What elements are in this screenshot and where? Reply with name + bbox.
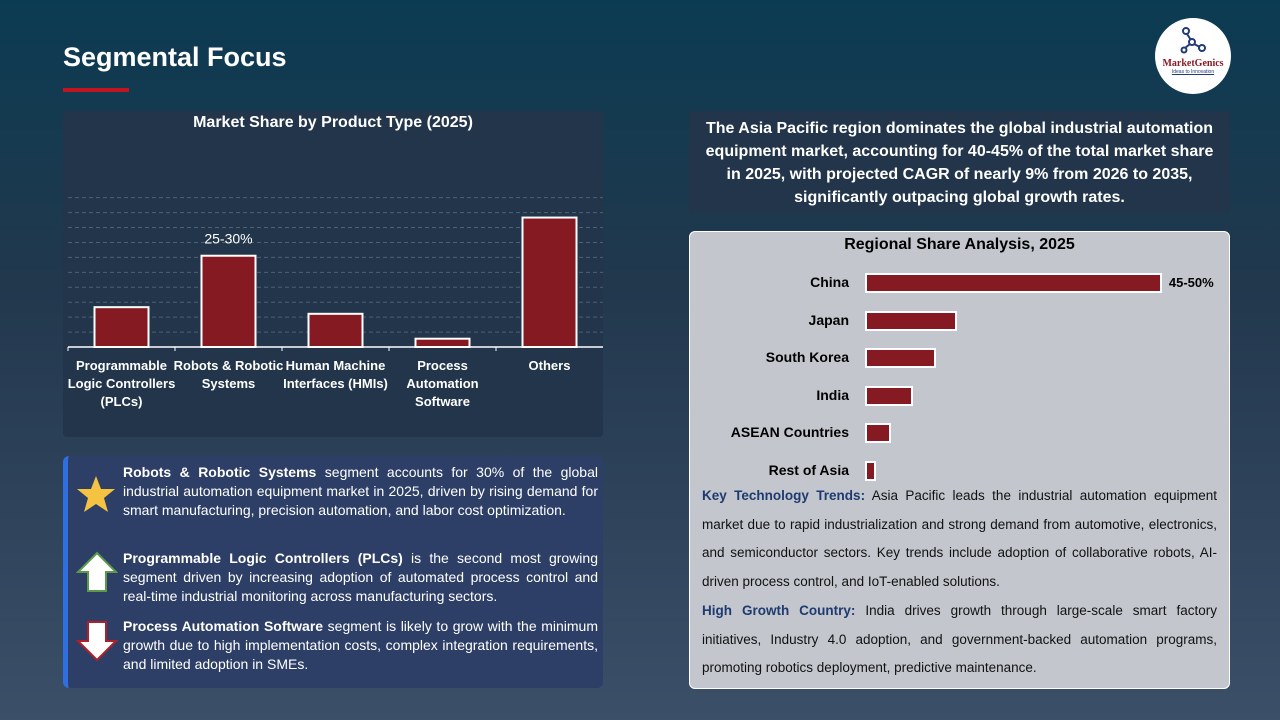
page-title: Segmental Focus: [63, 42, 287, 72]
bar: [865, 348, 937, 368]
logo-tagline: Ideas to Innovation: [1171, 69, 1215, 75]
growth-label: High Growth Country:: [702, 603, 856, 618]
data-label: 25-30%: [204, 231, 252, 247]
y-tick-label: Rest of Asia: [768, 461, 849, 478]
bar: [414, 337, 471, 349]
chart-title: Regional Share Analysis, 2025: [844, 236, 1075, 253]
chart-title: Market Share by Product Type (2025): [193, 114, 473, 131]
bar: [200, 254, 257, 348]
insight-bold: Process Automation Software: [123, 618, 324, 634]
bar: [521, 216, 578, 348]
y-tick-label: South Korea: [765, 349, 849, 365]
molecule-icon: [1180, 27, 1206, 54]
insight-text: is the second most growing segment drive…: [123, 550, 598, 604]
y-tick-label: Japan: [808, 311, 849, 328]
growth-body: India drives growth through large-scale …: [702, 603, 1218, 676]
bar: [865, 460, 877, 481]
y-tick-label: India: [816, 386, 849, 403]
insight-text: segment accounts for 30% of the global i…: [123, 464, 598, 518]
y-tick-label: China: [810, 274, 849, 290]
arrow-down-icon: [76, 621, 118, 662]
bar: [865, 273, 1162, 293]
title-underline: [63, 88, 129, 92]
insight-bold: Robots & Robotic Systems: [123, 464, 317, 480]
insight-text: segment is likely to grow with the minim…: [123, 618, 599, 672]
insights-panel: Robots & Robotic Systems segment account…: [63, 456, 603, 688]
bar: [307, 312, 364, 349]
logo-name: MarketGenics: [1162, 58, 1224, 69]
bar: [865, 423, 892, 443]
trends-label: Key Technology Trends:: [702, 488, 866, 503]
x-tick-label: Human Machine Interfaces (HMIs): [283, 358, 388, 391]
regional-panel: Regional Share Analysis, 2025 China 45-50…: [689, 231, 1230, 689]
bar: [93, 306, 150, 348]
insight-bold: Programmable Logic Controllers (PLCs): [123, 550, 403, 566]
x-tick-label: Others: [528, 358, 571, 373]
summary-box: The Asia Pacific region dominates the gl…: [689, 111, 1230, 213]
logo: MarketGenics Ideas to Innovation: [1155, 18, 1231, 94]
insight-item: Process Automation Software segment is l…: [123, 617, 598, 674]
bar: [865, 310, 957, 331]
insight-item: Programmable Logic Controllers (PLCs) is…: [123, 549, 598, 606]
insight-item: Robots & Robotic Systems segment account…: [123, 463, 598, 520]
arrow-up-icon: [76, 551, 118, 592]
product-type-chart: 25-30% Market Share by Product Type (202…: [63, 111, 603, 437]
trends-text: Key Technology Trends: Asia Pacific lead…: [690, 482, 1229, 597]
data-label: 45-50%: [1168, 275, 1214, 290]
x-tick-label: Robots & Robotic Systems: [173, 358, 284, 391]
growth-text: High Growth Country: India drives growth…: [690, 597, 1229, 683]
trends-body: Asia Pacific leads the industrial automa…: [702, 488, 1217, 590]
star-icon: [77, 476, 115, 512]
x-tick-label: Process Automation Software: [406, 358, 479, 409]
x-tick-label: Programmable Logic Controllers (PLCs): [67, 358, 176, 409]
y-tick-label: ASEAN Countries: [730, 424, 849, 440]
bar: [865, 385, 914, 406]
